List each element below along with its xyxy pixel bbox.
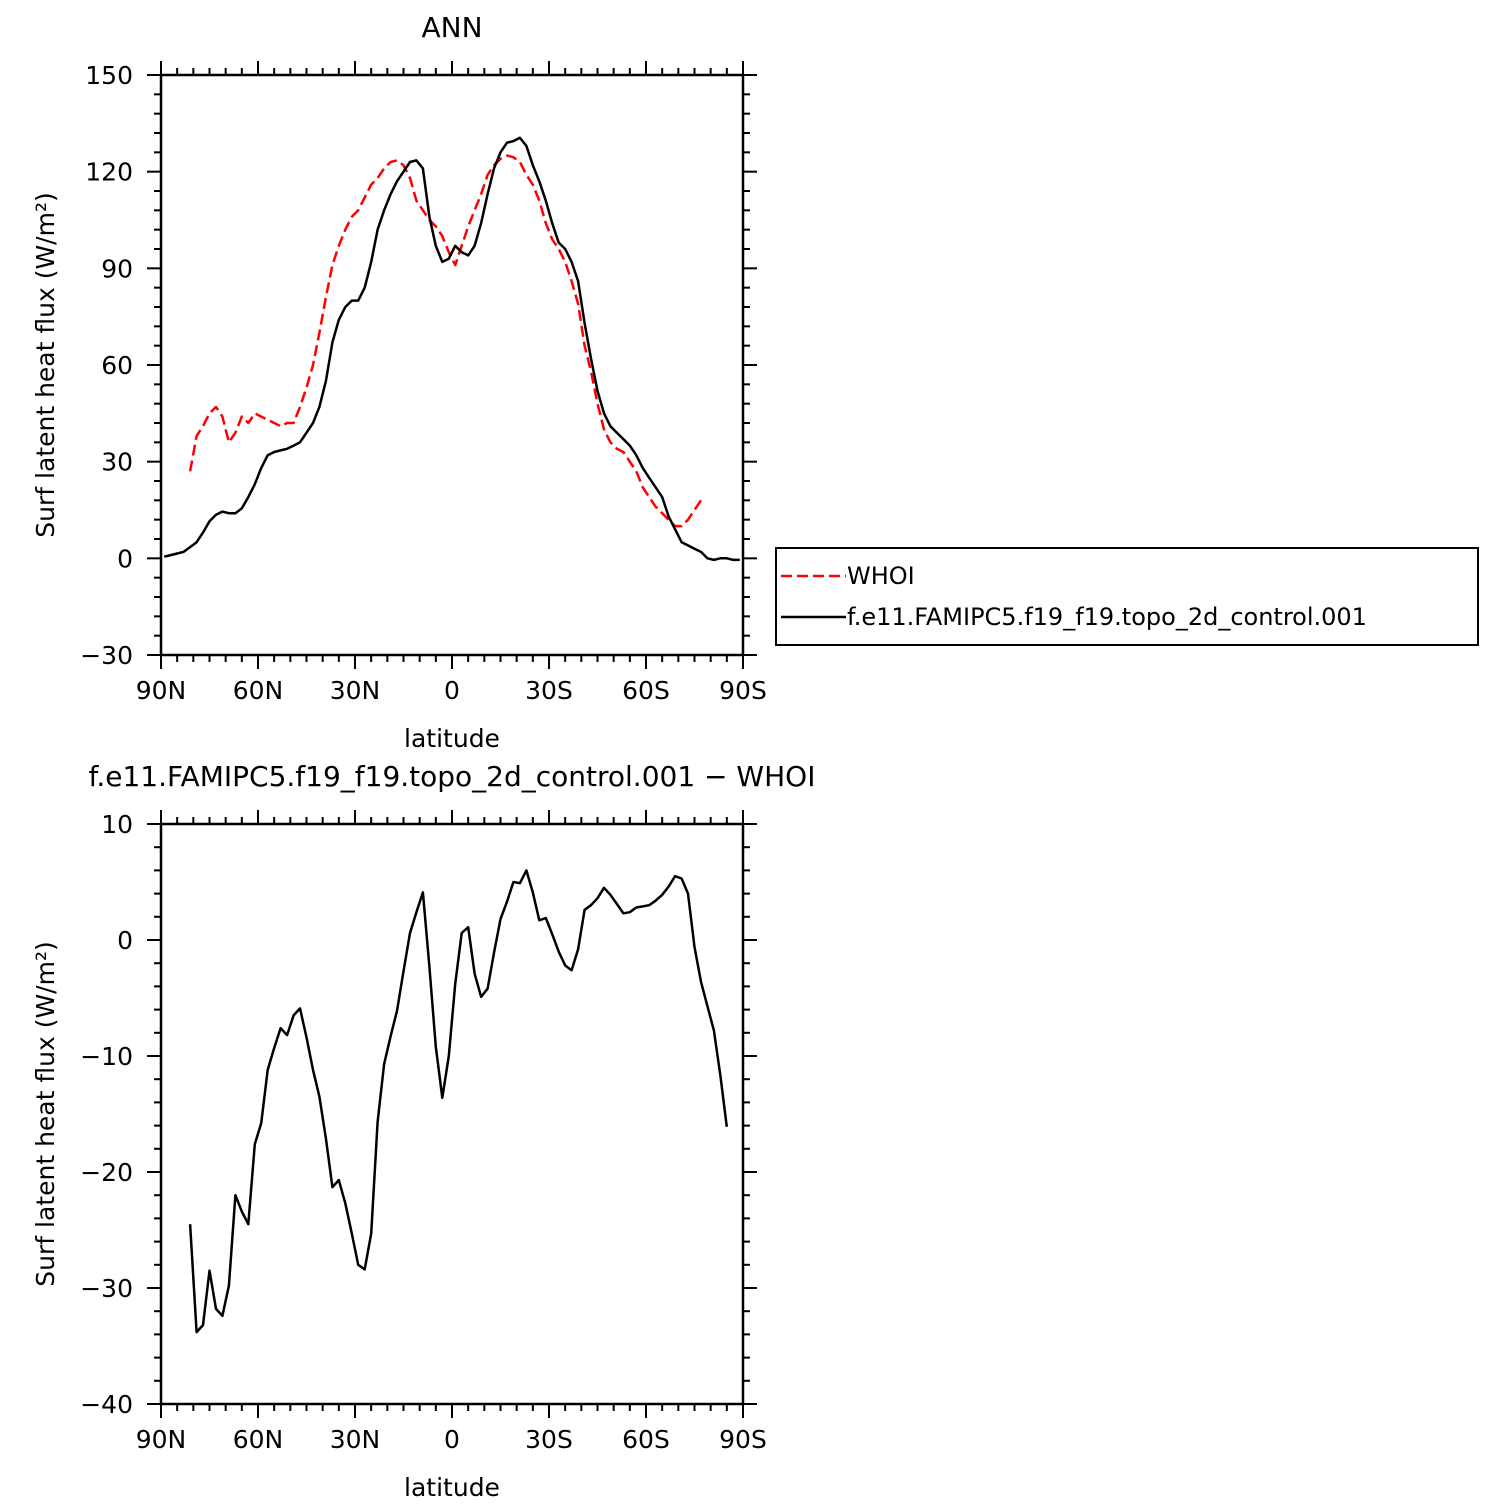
bottom-x-tick-label: 30N bbox=[330, 1425, 381, 1454]
bottom-x-tick-label: 90S bbox=[719, 1425, 767, 1454]
bottom-plot-frame bbox=[159, 822, 745, 1406]
top-x-tick-label: 60S bbox=[622, 676, 670, 705]
top-series-line-model bbox=[163, 136, 740, 562]
top-series-lines bbox=[163, 136, 740, 562]
bottom-x-ticks: 90N 60N 30N 0 30S 60S 90S bbox=[136, 810, 767, 1454]
top-y-tick-label: 30 bbox=[101, 448, 133, 477]
top-y-ticks: −30 0 30 60 90 120 150 bbox=[80, 61, 757, 670]
bottom-y-axis-label: Surf latent heat flux (W/m²) bbox=[31, 941, 60, 1286]
top-y-tick-label: 150 bbox=[85, 61, 133, 90]
bottom-series-lines bbox=[188, 869, 729, 1334]
legend-label-model: f.e11.FAMIPC5.f19_f19.topo_2d_control.00… bbox=[847, 603, 1367, 631]
top-y-tick-label: 120 bbox=[85, 158, 133, 187]
top-series-line-whoi bbox=[188, 154, 703, 528]
bottom-y-tick-label: −10 bbox=[80, 1042, 133, 1071]
top-x-tick-label: 0 bbox=[444, 676, 460, 705]
top-y-axis-label: Surf latent heat flux (W/m²) bbox=[31, 192, 60, 537]
bottom-y-tick-label: −20 bbox=[80, 1158, 133, 1187]
legend-label-whoi: WHOI bbox=[847, 562, 915, 590]
bottom-x-tick-label: 30S bbox=[525, 1425, 573, 1454]
bottom-y-ticks: −40 −30 −20 −10 0 10 bbox=[80, 810, 757, 1419]
top-x-tick-label: 90S bbox=[719, 676, 767, 705]
bottom-y-tick-label: −30 bbox=[80, 1274, 133, 1303]
bottom-chart-title: f.e11.FAMIPC5.f19_f19.topo_2d_control.00… bbox=[89, 760, 816, 793]
legend: WHOI f.e11.FAMIPC5.f19_f19.topo_2d_contr… bbox=[775, 547, 1479, 646]
top-x-tick-label: 30N bbox=[330, 676, 381, 705]
bottom-chart: f.e11.FAMIPC5.f19_f19.topo_2d_control.00… bbox=[31, 760, 815, 1502]
top-chart: ANN −30 0 30 60 90 120 150 90N 60N 30N 0 30S 60S 90S… bbox=[31, 11, 767, 753]
top-x-ticks: 90N 60N 30N 0 30S 60S 90S bbox=[136, 61, 767, 705]
bottom-x-tick-label: 0 bbox=[444, 1425, 460, 1454]
top-y-tick-label: 0 bbox=[117, 544, 133, 573]
bottom-x-axis-label: latitude bbox=[404, 1473, 500, 1502]
bottom-y-tick-label: 0 bbox=[117, 926, 133, 955]
bottom-x-tick-label: 90N bbox=[136, 1425, 187, 1454]
bottom-series-line-difference bbox=[188, 869, 729, 1334]
top-x-tick-label: 90N bbox=[136, 676, 187, 705]
legend-box bbox=[775, 547, 1479, 646]
top-x-tick-label: 60N bbox=[233, 676, 284, 705]
top-x-axis-label: latitude bbox=[404, 724, 500, 753]
top-x-tick-label: 30S bbox=[525, 676, 573, 705]
top-y-tick-label: 90 bbox=[101, 254, 133, 283]
bottom-y-tick-label: −40 bbox=[80, 1390, 133, 1419]
top-y-tick-label: 60 bbox=[101, 351, 133, 380]
bottom-x-tick-label: 60S bbox=[622, 1425, 670, 1454]
top-chart-title: ANN bbox=[421, 11, 482, 44]
bottom-y-tick-label: 10 bbox=[101, 810, 133, 839]
top-y-tick-label: −30 bbox=[80, 641, 133, 670]
bottom-x-tick-label: 60N bbox=[233, 1425, 284, 1454]
top-plot-frame bbox=[159, 73, 745, 657]
